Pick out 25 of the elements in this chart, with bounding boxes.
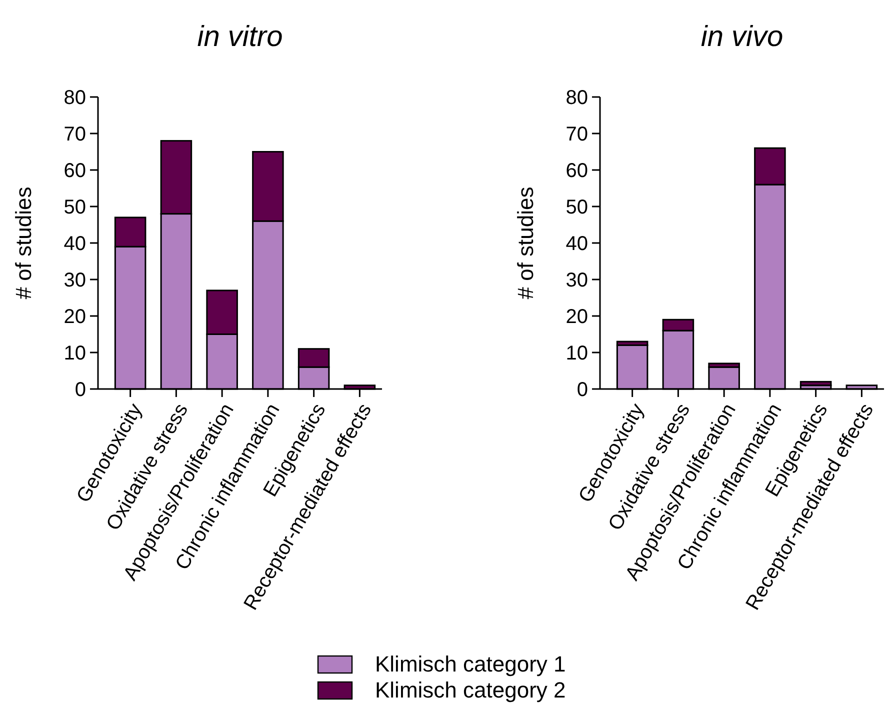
y-axis-title: # of studies xyxy=(11,186,36,300)
y-tick-label: 70 xyxy=(566,124,588,146)
chart-title: in vitro xyxy=(197,21,283,53)
y-tick-label: 10 xyxy=(566,342,588,364)
y-tick-label: 30 xyxy=(566,270,588,292)
y-tick-label: 60 xyxy=(566,160,588,182)
y-tick-label: 40 xyxy=(64,233,86,255)
y-tick-label: 20 xyxy=(64,306,86,328)
y-tick-label: 50 xyxy=(566,196,588,218)
y-tick-label: 10 xyxy=(64,342,86,364)
legend-label: Klimisch category 1 xyxy=(375,652,566,677)
chart-title: in vivo xyxy=(700,21,784,53)
y-tick-label: 30 xyxy=(64,270,86,292)
y-tick-label: 40 xyxy=(566,233,588,255)
legend-label: Klimisch category 2 xyxy=(375,678,566,703)
y-tick-label: 80 xyxy=(64,87,86,109)
y-tick-label: 0 xyxy=(74,379,86,401)
y-tick-label: 70 xyxy=(64,124,86,146)
y-tick-label: 60 xyxy=(64,160,86,182)
y-tick-label: 50 xyxy=(64,196,86,218)
y-axis-title: # of studies xyxy=(513,186,538,300)
y-tick-label: 80 xyxy=(566,87,588,109)
bar xyxy=(800,380,832,386)
y-tick-label: 20 xyxy=(566,306,588,328)
y-tick-label: 0 xyxy=(576,379,588,401)
